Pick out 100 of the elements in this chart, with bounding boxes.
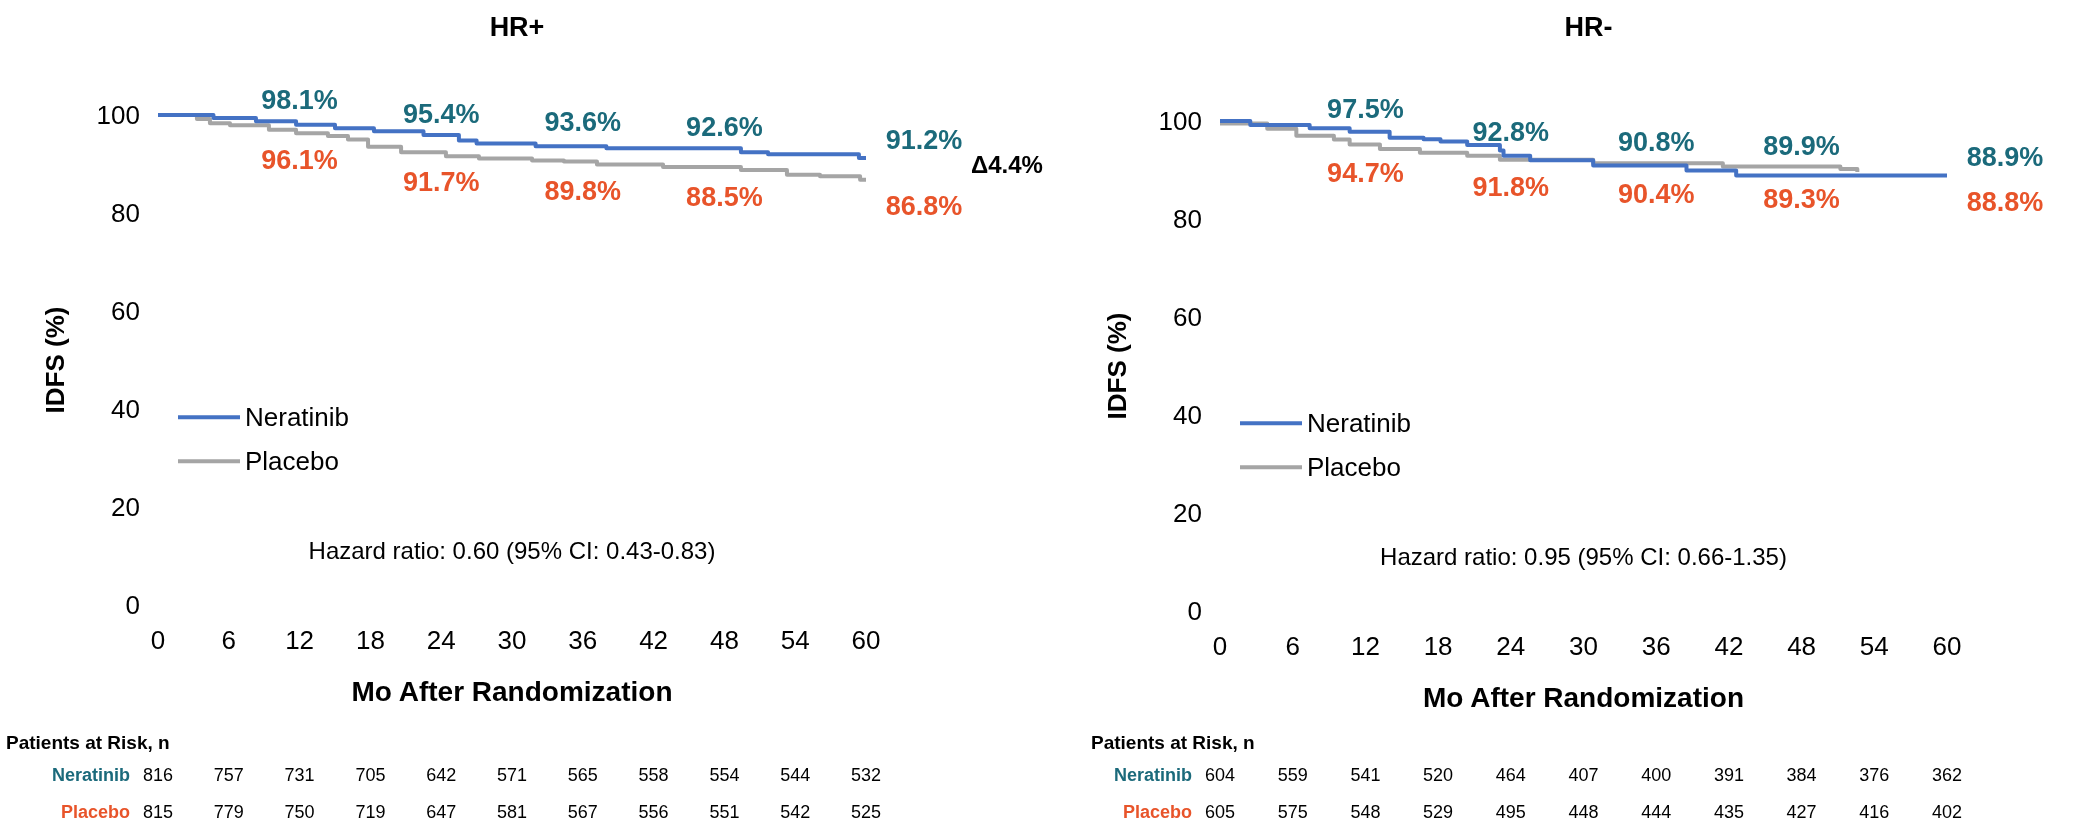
- text: 520: [1423, 765, 1454, 785]
- x-tick-label: 24: [1496, 631, 1526, 661]
- x-tick-label: 60: [851, 625, 881, 655]
- x-tick-label: 54: [780, 625, 810, 655]
- x-tick-label: 42: [1714, 631, 1744, 661]
- text: 551: [709, 802, 740, 822]
- text: 407: [1568, 765, 1599, 785]
- text: 647: [426, 802, 457, 822]
- y-tick-label: 20: [1173, 498, 1202, 528]
- annotation: Hazard ratio: 0.95 (95% CI: 0.66-1.35): [1380, 542, 1787, 570]
- text: 642: [426, 765, 457, 785]
- text: 495: [1495, 802, 1526, 822]
- text: 427: [1786, 802, 1817, 822]
- y-axis-title: IDFS (%): [1102, 312, 1132, 420]
- text: 779: [213, 802, 244, 822]
- x-tick-label: 48: [1787, 631, 1817, 661]
- annotation: 98.1%: [261, 85, 338, 116]
- x-tick-label: 48: [709, 625, 739, 655]
- text: 581: [496, 802, 528, 822]
- x-tick-label: 0: [1212, 631, 1228, 661]
- x-tick-label: 6: [1285, 631, 1300, 661]
- x-tick-label: 42: [639, 625, 669, 655]
- annotation: Hazard ratio: 0.60 (95% CI: 0.43-0.83): [308, 536, 716, 564]
- y-tick-label: 80: [111, 198, 140, 228]
- text: 391: [1713, 765, 1744, 785]
- text: 544: [780, 765, 811, 785]
- x-tick-label: 36: [568, 625, 598, 655]
- text: 532: [850, 765, 882, 785]
- x-tick-label: 24: [426, 625, 456, 655]
- text: 464: [1495, 765, 1526, 785]
- text: 542: [780, 802, 811, 822]
- x-tick-label: 60: [1932, 631, 1962, 661]
- annotation: 90.4%: [1617, 179, 1695, 210]
- text: 548: [1350, 802, 1381, 822]
- legend-label: Placebo: [245, 446, 339, 477]
- text: 815: [142, 802, 174, 822]
- y-tick-label: 60: [1173, 302, 1202, 332]
- text: 558: [638, 765, 669, 785]
- y-tick-label: 100: [1158, 106, 1202, 136]
- text: 705: [355, 765, 386, 785]
- text: 604: [1204, 765, 1236, 785]
- text: 565: [567, 765, 598, 785]
- annotation: 88.9%: [1966, 142, 2044, 173]
- x-tick-label: 54: [1859, 631, 1889, 661]
- legend-label: Neratinib: [1307, 408, 1412, 439]
- chart-title: HR+: [489, 11, 545, 42]
- legend-label: Neratinib: [245, 402, 350, 433]
- text: Patients at Risk, n: [1091, 731, 1255, 753]
- text: 448: [1568, 802, 1599, 822]
- x-tick-label: 36: [1641, 631, 1671, 661]
- text: 571: [496, 765, 528, 785]
- text: 376: [1859, 765, 1890, 785]
- text: 529: [1423, 802, 1454, 822]
- text: 384: [1786, 765, 1817, 785]
- x-tick-label: 18: [1423, 631, 1453, 661]
- text: 525: [850, 802, 882, 822]
- text: 444: [1641, 802, 1672, 822]
- y-tick-label: 0: [125, 590, 140, 620]
- x-tick-label: 6: [221, 625, 237, 655]
- annotation: 89.8%: [544, 175, 622, 206]
- chart-title: HR-: [1564, 11, 1613, 42]
- annotation: 96.1%: [261, 145, 338, 176]
- text: 605: [1204, 802, 1236, 822]
- x-tick-label: 0: [150, 625, 166, 655]
- y-tick-label: 20: [111, 492, 140, 522]
- text: 556: [638, 802, 669, 822]
- annotation: 91.2%: [885, 125, 963, 156]
- x-tick-label: 30: [497, 625, 527, 655]
- text: 362: [1931, 765, 1963, 785]
- annotation: 89.3%: [1763, 184, 1840, 215]
- y-tick-label: 100: [96, 100, 140, 130]
- annotation: 93.6%: [544, 107, 622, 138]
- x-tick-label: 30: [1569, 631, 1598, 661]
- text: 750: [284, 802, 315, 822]
- text: Neratinib: [51, 765, 130, 785]
- y-tick-label: 40: [111, 394, 140, 424]
- annotation: 89.9%: [1763, 131, 1840, 162]
- text: Δ4.4%: [971, 151, 1043, 179]
- text: 731: [284, 765, 315, 785]
- annotation: 95.4%: [402, 98, 480, 129]
- text: Neratinib: [1113, 765, 1192, 785]
- text: 402: [1931, 802, 1963, 822]
- annotation: 88.8%: [1966, 186, 2044, 217]
- y-tick-label: 80: [1173, 204, 1202, 234]
- annotation: 92.8%: [1472, 117, 1550, 148]
- x-axis-title: Mo After Randomization: [351, 675, 673, 707]
- y-tick-label: 60: [111, 296, 140, 326]
- text: 400: [1641, 765, 1672, 785]
- legend-label: Placebo: [1307, 452, 1401, 483]
- text: Patients at Risk, n: [6, 731, 170, 753]
- annotation: 92.6%: [686, 112, 763, 143]
- x-tick-label: 12: [1350, 631, 1380, 661]
- text: 816: [142, 765, 174, 785]
- annotation: 91.7%: [402, 166, 480, 197]
- y-tick-label: 40: [1173, 400, 1202, 430]
- annotation: 90.8%: [1617, 127, 1695, 158]
- y-tick-label: 0: [1187, 596, 1202, 626]
- text: 567: [567, 802, 598, 822]
- text: Placebo: [60, 802, 130, 822]
- text: 435: [1713, 802, 1744, 822]
